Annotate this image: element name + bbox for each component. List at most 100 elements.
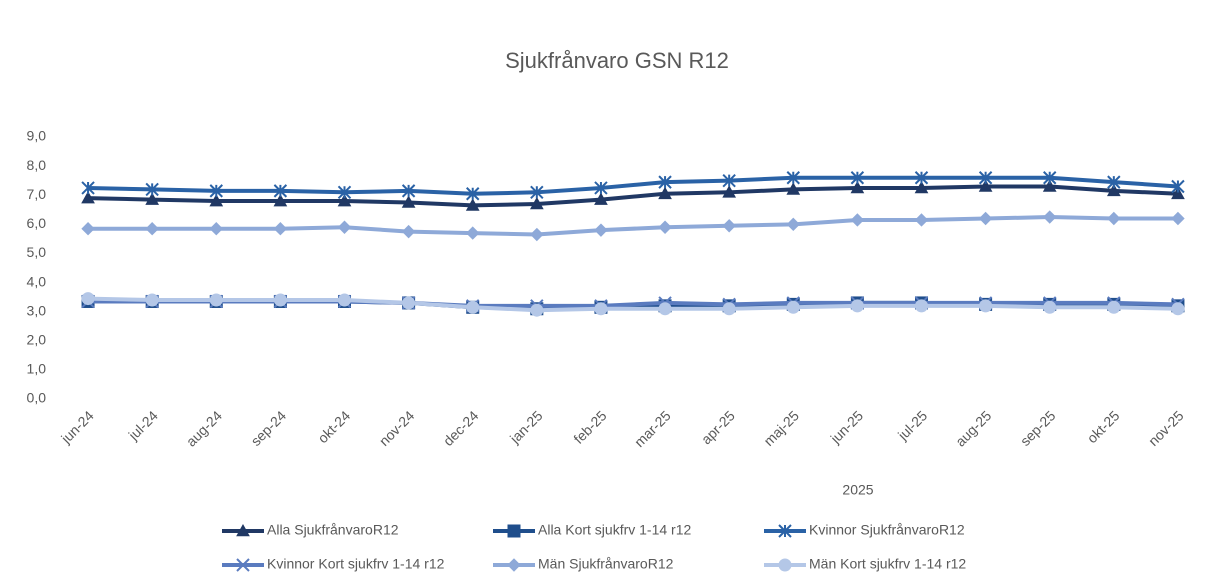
marker xyxy=(530,227,544,242)
marker xyxy=(1171,211,1185,226)
x-tick-label: okt-24 xyxy=(314,407,353,446)
marker xyxy=(81,292,95,306)
marker xyxy=(786,300,800,314)
marker xyxy=(978,171,993,185)
marker xyxy=(914,171,929,185)
marker xyxy=(273,184,288,198)
legend-entry: Alla SjukfrånvaroR12 xyxy=(222,522,399,538)
y-tick-label: 0,0 xyxy=(27,390,47,406)
legend-entry: Kvinnor Kort sjukfrv 1-14 r12 xyxy=(222,556,445,572)
marker xyxy=(778,558,792,572)
marker xyxy=(1043,210,1057,224)
marker xyxy=(209,293,223,307)
x-tick-label: aug-25 xyxy=(952,407,994,449)
series-line xyxy=(88,184,1179,208)
legend-label: Kvinnor SjukfrånvaroR12 xyxy=(809,522,965,538)
marker xyxy=(658,220,672,234)
y-tick-label: 4,0 xyxy=(27,273,47,289)
marker xyxy=(594,192,608,205)
legend-label: Män SjukfrånvaroR12 xyxy=(538,556,674,572)
marker xyxy=(1171,186,1185,200)
marker xyxy=(786,182,801,195)
marker xyxy=(1107,175,1121,189)
y-tick-label: 9,0 xyxy=(27,128,47,144)
marker xyxy=(914,213,929,227)
marker xyxy=(401,184,416,198)
marker xyxy=(507,524,521,538)
series-line xyxy=(88,175,1179,196)
y-tick-label: 1,0 xyxy=(27,361,47,377)
y-tick-label: 8,0 xyxy=(27,157,47,173)
marker xyxy=(507,558,521,572)
legend-label: Alla SjukfrånvaroR12 xyxy=(267,522,399,538)
marker xyxy=(978,179,993,192)
y-tick-label: 2,0 xyxy=(27,331,47,347)
marker xyxy=(466,226,480,240)
x-tick-label: nov-24 xyxy=(376,407,418,449)
marker xyxy=(466,300,480,314)
marker xyxy=(1043,300,1057,314)
x-tick-label: aug-24 xyxy=(183,407,225,449)
marker xyxy=(978,211,993,226)
marker xyxy=(273,221,288,236)
marker xyxy=(273,194,288,207)
marker xyxy=(722,302,736,316)
x-tick-label: feb-25 xyxy=(570,407,610,447)
legend-entry: Män Kort sjukfrv 1-14 r12 xyxy=(764,556,966,572)
marker xyxy=(914,180,929,194)
x-tick-label: maj-25 xyxy=(760,407,802,449)
legend-entry: Män SjukfrånvaroR12 xyxy=(493,556,674,572)
x-tick-label: nov-25 xyxy=(1145,407,1187,449)
marker xyxy=(338,293,351,307)
marker xyxy=(778,524,792,538)
x-tick-label: okt-25 xyxy=(1084,407,1123,446)
chart-title: Sjukfrånvaro GSN R12 xyxy=(505,48,729,73)
marker xyxy=(979,299,993,313)
marker xyxy=(337,220,352,234)
marker xyxy=(722,185,737,198)
y-tick-label: 5,0 xyxy=(27,244,47,260)
axis-annotation: 2025 xyxy=(842,482,873,498)
x-tick-label: apr-25 xyxy=(698,407,738,447)
y-tick-label: 7,0 xyxy=(27,186,47,202)
marker xyxy=(850,171,865,185)
marker xyxy=(145,182,159,197)
legend-label: Kvinnor Kort sjukfrv 1-14 r12 xyxy=(267,556,445,572)
marker xyxy=(209,221,223,236)
series-line xyxy=(88,215,1178,237)
x-tick-label: jul-24 xyxy=(125,407,161,443)
marker xyxy=(81,181,95,195)
marker xyxy=(529,196,544,210)
marker xyxy=(658,186,672,200)
marker xyxy=(465,198,480,211)
legend-entry: Alla Kort sjukfrv 1-14 r12 xyxy=(493,522,691,538)
marker xyxy=(915,299,928,313)
marker xyxy=(1107,300,1121,314)
marker xyxy=(1106,183,1121,197)
legend-label: Män Kort sjukfrv 1-14 r12 xyxy=(809,556,966,572)
marker xyxy=(466,187,480,201)
legend-entry: Kvinnor SjukfrånvaroR12 xyxy=(764,522,965,538)
marker xyxy=(236,558,250,572)
marker xyxy=(722,219,736,233)
marker xyxy=(594,302,608,316)
marker xyxy=(337,194,352,207)
x-tick-label: sep-25 xyxy=(1017,407,1059,449)
marker xyxy=(1171,179,1185,194)
y-tick-label: 3,0 xyxy=(27,302,47,318)
marker xyxy=(81,221,95,236)
x-tick-label: jun-24 xyxy=(57,407,97,447)
marker xyxy=(722,173,736,188)
marker xyxy=(786,217,800,232)
marker xyxy=(236,523,250,537)
marker xyxy=(145,293,159,307)
marker xyxy=(145,192,160,205)
marker xyxy=(850,299,864,313)
x-tick-label: dec-24 xyxy=(440,407,482,449)
marker xyxy=(786,171,800,185)
marker xyxy=(530,185,544,200)
marker xyxy=(81,191,95,204)
marker xyxy=(209,194,224,207)
marker xyxy=(401,195,416,208)
